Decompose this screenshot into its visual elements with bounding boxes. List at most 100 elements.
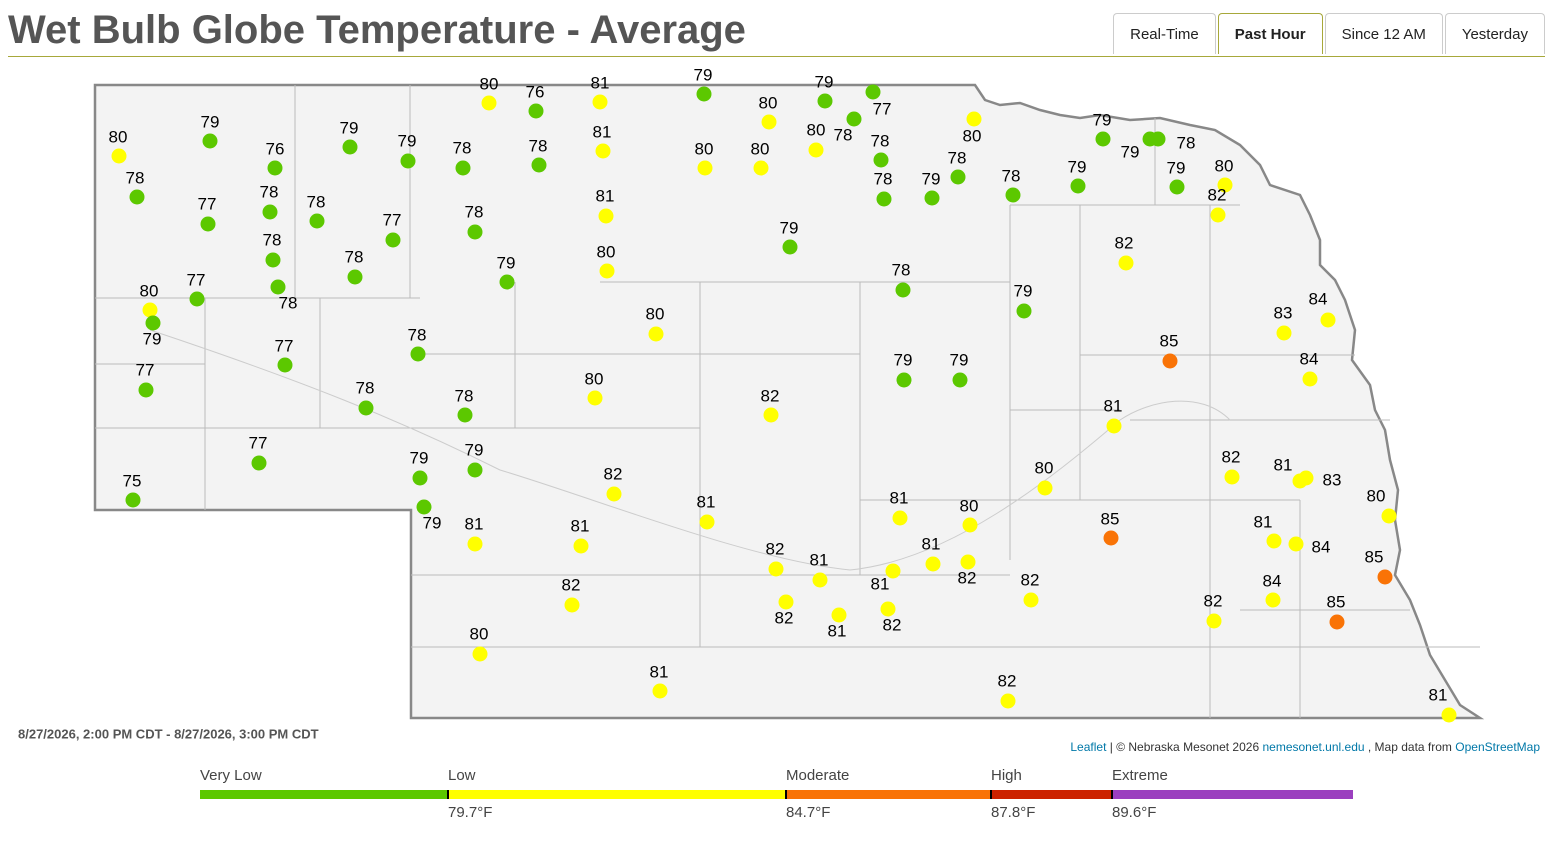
- station-value: 79: [894, 350, 913, 369]
- station-value: 82: [1021, 570, 1040, 589]
- station-dot: [831, 607, 847, 623]
- station-value: 76: [266, 139, 285, 158]
- station-value: 78: [307, 192, 326, 211]
- station-dot: [952, 372, 968, 388]
- station-dot: [481, 95, 497, 111]
- station-dot: [1329, 614, 1345, 630]
- station-value: 79: [780, 218, 799, 237]
- station-dot: [531, 157, 547, 173]
- station-value: 78: [453, 138, 472, 157]
- legend-swatch: [786, 790, 991, 799]
- station-value: 81: [593, 122, 612, 141]
- county-lines: [95, 85, 1480, 718]
- station-value: 79: [465, 440, 484, 459]
- station-dot: [652, 683, 668, 699]
- station-value: 78: [892, 260, 911, 279]
- attribution-text: | © Nebraska Mesonet 2026: [1110, 740, 1260, 754]
- station-dot: [880, 601, 896, 617]
- station-value: 80: [585, 369, 604, 388]
- station-value: 81: [828, 621, 847, 640]
- legend-swatch: [991, 790, 1112, 799]
- station-dot: [598, 208, 614, 224]
- station-dot: [1118, 255, 1134, 271]
- station-dot: [924, 190, 940, 206]
- time-range: 8/27/2026, 2:00 PM CDT - 8/27/2026, 3:00…: [18, 726, 319, 741]
- station-value: 85: [1327, 592, 1346, 611]
- station-value: 82: [604, 464, 623, 483]
- station-value: 84: [1300, 349, 1319, 368]
- station-value: 78: [948, 148, 967, 167]
- station-dot: [1005, 187, 1021, 203]
- station-dot: [1302, 371, 1318, 387]
- legend-threshold: 84.7°F: [786, 804, 830, 821]
- station-value: 79: [1093, 110, 1112, 129]
- station-value: 78: [874, 169, 893, 188]
- station-value: 85: [1160, 331, 1179, 350]
- station-value: 78: [871, 131, 890, 150]
- tab[interactable]: Real-Time: [1113, 13, 1216, 54]
- legend-swatch: [1112, 790, 1353, 799]
- attribution-link[interactable]: nemesonet.unl.edu: [1262, 740, 1364, 754]
- tab[interactable]: Since 12 AM: [1324, 13, 1443, 54]
- station-value: 82: [761, 386, 780, 405]
- station-value: 81: [650, 662, 669, 681]
- legend-threshold: 89.6°F: [1112, 804, 1156, 821]
- station-value: 77: [136, 360, 155, 379]
- legend-label: Low: [448, 767, 476, 784]
- station-value: 78: [263, 230, 282, 249]
- station-value: 79: [143, 329, 162, 348]
- station-dot: [455, 160, 471, 176]
- station-dot: [416, 499, 432, 515]
- station-value: 81: [1274, 455, 1293, 474]
- station-dot: [950, 169, 966, 185]
- station-value: 78: [345, 247, 364, 266]
- legend-threshold: 79.7°F: [448, 804, 492, 821]
- station-value: 79: [1167, 158, 1186, 177]
- station-dot: [277, 357, 293, 373]
- station-value: 81: [890, 488, 909, 507]
- legend-swatch: [448, 790, 786, 799]
- station-value: 82: [958, 568, 977, 587]
- station-dot: [1162, 353, 1178, 369]
- attribution-link[interactable]: Leaflet: [1070, 740, 1107, 754]
- station-dot: [763, 407, 779, 423]
- station-dot: [467, 462, 483, 478]
- station-value: 81: [871, 574, 890, 593]
- station-value: 80: [470, 624, 489, 643]
- station-value: 80: [695, 139, 714, 158]
- station-value: 77: [275, 336, 294, 355]
- station-dot: [895, 282, 911, 298]
- station-value: 78: [834, 125, 853, 144]
- station-value: 82: [562, 575, 581, 594]
- station-value: 79: [815, 72, 834, 91]
- station-dot: [876, 191, 892, 207]
- station-dot: [865, 84, 881, 100]
- station-value: 82: [1204, 591, 1223, 610]
- station-dot: [696, 86, 712, 102]
- station-value: 80: [646, 304, 665, 323]
- station-value: 79: [201, 112, 220, 131]
- station-value: 82: [1222, 447, 1241, 466]
- station-dot: [1217, 177, 1233, 193]
- station-dot: [467, 224, 483, 240]
- station-dot: [697, 160, 713, 176]
- station-value: 76: [526, 82, 545, 101]
- station-value: 81: [922, 534, 941, 553]
- station-dot: [595, 143, 611, 159]
- station-dot: [1000, 693, 1016, 709]
- station-dot: [846, 111, 862, 127]
- station-dot: [1070, 178, 1086, 194]
- station-value: 79: [950, 350, 969, 369]
- station-dot: [309, 213, 325, 229]
- legend-label: High: [991, 767, 1022, 784]
- station-dot: [960, 554, 976, 570]
- station-value: 82: [1208, 185, 1227, 204]
- station-dot: [200, 216, 216, 232]
- tab[interactable]: Yesterday: [1444, 13, 1545, 54]
- station-dot: [1150, 131, 1166, 147]
- station-dot: [564, 597, 580, 613]
- station-dot: [342, 139, 358, 155]
- station-value: 81: [1429, 685, 1448, 704]
- tab[interactable]: Past Hour: [1217, 13, 1323, 54]
- attribution-link[interactable]: OpenStreetMap: [1455, 740, 1540, 754]
